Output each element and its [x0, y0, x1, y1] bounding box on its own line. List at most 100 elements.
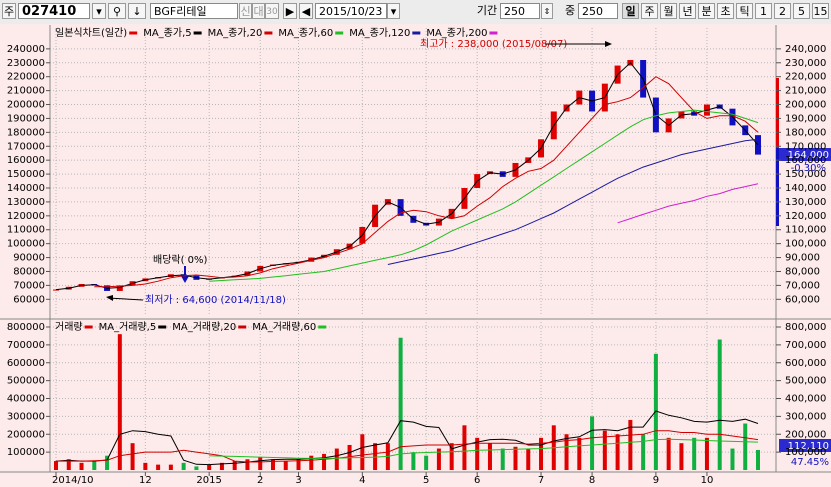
volume-bar: [436, 448, 441, 470]
period-button[interactable]: 초: [717, 3, 734, 19]
volume-bar: [232, 461, 237, 470]
y2-tick-label: 160,000: [785, 155, 826, 166]
date-dropdown[interactable]: ▾: [387, 3, 400, 19]
volume-bar: [181, 462, 186, 470]
range-indicator-down: [776, 148, 779, 226]
date-input[interactable]: 2015/10/23: [315, 3, 387, 19]
ma-line: [209, 438, 759, 459]
mid-label: 중: [564, 4, 576, 17]
y-tick-label: 190000: [7, 113, 45, 124]
volume-bar: [666, 437, 671, 470]
volume-bar: [653, 353, 658, 470]
x-tick-label: 12: [139, 475, 152, 486]
volume-bar: [449, 443, 454, 470]
search-icon[interactable]: ⚲: [108, 3, 126, 19]
y2-tick-label: 60,000: [785, 294, 820, 305]
volume-bar: [513, 446, 518, 470]
period-button[interactable]: 1: [755, 3, 772, 19]
dividend-arrowhead: [181, 276, 189, 283]
volume-bar: [756, 449, 760, 470]
y2-tick-label: 80,000: [785, 266, 820, 277]
volume-bar: [615, 434, 620, 470]
last-volume-box: [779, 439, 831, 452]
price-change: -0.30%: [791, 163, 826, 174]
low-note: 최저가 : 64,600 (2014/11/18): [145, 294, 286, 306]
x-tick-label: 2015: [196, 475, 221, 486]
volume-bar: [692, 437, 697, 470]
volume-bar: [398, 337, 403, 470]
volume-bar: [564, 434, 569, 470]
legend-label: MA_종가,60: [278, 27, 333, 39]
range-indicator-up: [776, 78, 779, 148]
y-tick-label: 150000: [7, 169, 45, 180]
volume-bar: [424, 455, 429, 470]
x-tick-label: 3: [295, 475, 301, 486]
ma-line: [617, 183, 759, 224]
period-button[interactable]: 5: [793, 3, 810, 19]
spin[interactable]: ⇕: [541, 3, 553, 19]
name-input[interactable]: BGF리테일: [150, 3, 238, 19]
volume-bar: [105, 455, 110, 470]
period-button[interactable]: 분: [698, 3, 715, 19]
y2-tick-label: 150,000: [785, 169, 826, 180]
sort-icon[interactable]: ↓: [128, 3, 146, 19]
code-input[interactable]: 027410: [18, 3, 90, 19]
ma-line: [387, 138, 759, 265]
y2-tick-label: 130,000: [785, 197, 826, 208]
y-tick-label: 300000: [7, 411, 45, 422]
y-tick-label: 700000: [7, 340, 45, 351]
period-buttons: 일 주 월 년 분 초 틱 1 2 5 15: [622, 0, 831, 24]
period-button[interactable]: 15: [812, 3, 829, 19]
y-tick-label: 170000: [7, 141, 45, 152]
period-button[interactable]: 주: [641, 3, 658, 19]
y-tick-label: 400000: [7, 394, 45, 405]
period-button[interactable]: 월: [660, 3, 677, 19]
y2-tick-label: 90,000: [785, 253, 820, 264]
legend-label: MA_종가,5: [143, 27, 191, 39]
y-tick-label: 500000: [7, 376, 45, 387]
volume-bar: [360, 434, 365, 470]
volume-bar: [283, 461, 288, 470]
y-tick-label: 240000: [7, 44, 45, 55]
flag-loan[interactable]: 대: [252, 3, 265, 19]
y2-tick-label: 210,000: [785, 86, 826, 97]
volume-bar: [411, 452, 416, 470]
y-tick-label: 800000: [7, 322, 45, 333]
y2-tick-label: 140,000: [785, 183, 826, 194]
candle: [116, 285, 123, 291]
volume-bar: [743, 423, 748, 470]
x-tick-label: 8: [589, 475, 595, 486]
mid-input[interactable]: 250: [578, 3, 618, 19]
x-tick-label: 4: [359, 475, 365, 486]
period-button[interactable]: 년: [679, 3, 696, 19]
period-button[interactable]: 틱: [736, 3, 753, 19]
period-button[interactable]: 2: [774, 3, 791, 19]
x-tick-label: 6: [474, 475, 480, 486]
y-tick-label: 200000: [7, 100, 45, 111]
y2-tick-label: 100,000: [785, 239, 826, 250]
next-button[interactable]: ▶: [283, 3, 297, 19]
legend-label: 거래량: [55, 321, 83, 333]
volume-bar: [475, 437, 480, 470]
volume-bar: [156, 464, 161, 470]
type-button[interactable]: 주: [2, 3, 16, 19]
period-button[interactable]: 일: [622, 3, 639, 19]
y2-tick-label: 110,000: [785, 225, 826, 236]
volume-bar: [168, 464, 173, 470]
dropdown[interactable]: ▾: [92, 3, 106, 19]
prev-button[interactable]: ◀: [299, 3, 313, 19]
volume-bar: [334, 448, 339, 470]
y-tick-label: 120000: [7, 211, 45, 222]
volume-bar: [628, 419, 633, 470]
flag-30[interactable]: 30: [265, 3, 279, 19]
period-input[interactable]: 250: [500, 3, 540, 19]
x-tick-label: 5: [423, 475, 429, 486]
volume-bar: [322, 453, 327, 470]
y2-tick-label: 300,000: [785, 411, 826, 422]
volume-bar: [602, 430, 607, 470]
flag-new[interactable]: 신: [239, 3, 252, 19]
volume-bar: [462, 425, 467, 470]
low-arrowhead: [106, 295, 113, 301]
y2-tick-label: 120,000: [785, 211, 826, 222]
y2-tick-label: 700,000: [785, 340, 826, 351]
